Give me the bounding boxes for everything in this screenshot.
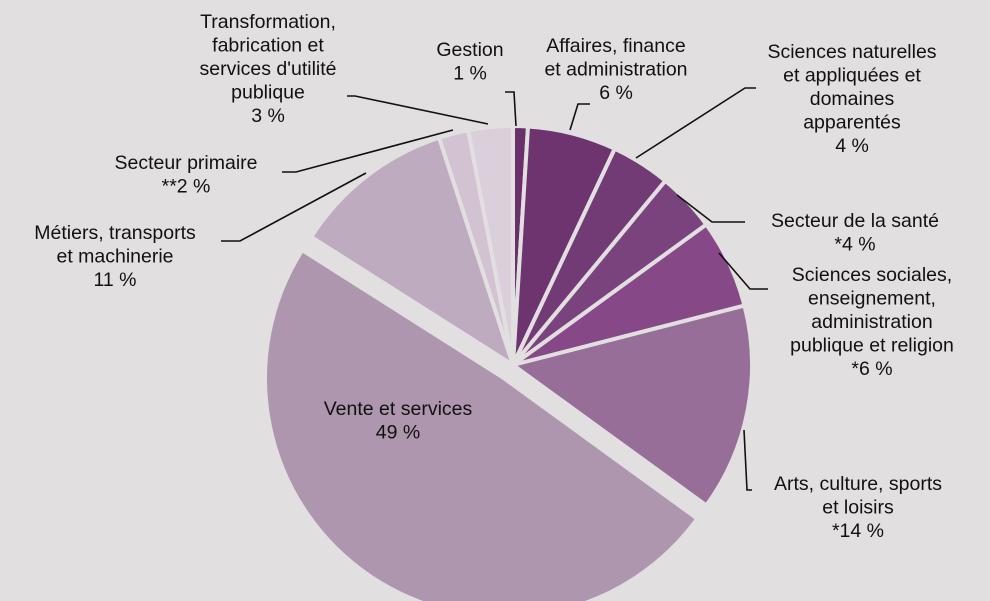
slice-label-line: administration: [811, 311, 932, 333]
slice-label-line: Affaires, finance: [546, 35, 685, 57]
slice-label-1: Affaires, finance et administration 6 %: [544, 35, 687, 104]
slice-label-line: domaines: [810, 88, 895, 110]
slice-label-line: et machinerie: [56, 246, 173, 268]
leader-line-1: [569, 103, 590, 131]
leader-line-5: [743, 429, 752, 491]
pie-slice-9: [465, 123, 515, 366]
slice-label-line: **2 %: [162, 176, 211, 198]
slice-label-line: publique: [231, 82, 305, 104]
slice-label-6: Vente et services 49 %: [324, 398, 473, 444]
pie-slice-5: [508, 303, 754, 509]
slice-label-line: Arts, culture, sports: [774, 473, 942, 495]
pie-slice-6: [263, 247, 701, 601]
leader-line-8: [282, 129, 454, 173]
slice-label-line: Secteur de la santé: [771, 210, 939, 232]
slice-label-3: Secteur de la santé *4 %: [771, 210, 939, 256]
slice-label-line: 6 %: [599, 82, 633, 104]
slice-label-line: Transformation,: [200, 11, 336, 33]
leader-line-2: [635, 87, 756, 159]
slice-label-2: Sciences naturelles et appliquées et domai…: [767, 41, 936, 157]
slice-label-line: *14 %: [832, 520, 884, 542]
slice-label-line: 1 %: [453, 63, 487, 85]
slice-label-line: et administration: [544, 59, 687, 81]
slice-label-line: 49 %: [376, 422, 420, 444]
slice-label-line: Vente et services: [324, 398, 473, 420]
slice-label-8: Secteur primaire **2 %: [114, 152, 257, 198]
slice-label-line: et appliquées et: [783, 65, 921, 87]
slice-label-line: 3 %: [251, 105, 285, 127]
slice-label-line: publique et religion: [790, 335, 954, 357]
leader-line-3: [676, 194, 745, 223]
leader-line-9: [347, 95, 489, 125]
slice-label-line: apparentés: [803, 112, 901, 134]
slice-label-line: Secteur primaire: [114, 152, 257, 174]
slice-label-line: 11 %: [94, 269, 137, 291]
slice-label-line: fabrication et: [212, 35, 324, 57]
slice-label-line: Sciences naturelles: [767, 41, 936, 63]
leader-line-4: [718, 252, 768, 290]
slice-label-line: Métiers, transports: [34, 222, 196, 244]
pie-slice-7: [308, 135, 517, 370]
slice-label-line: Gestion: [436, 39, 503, 61]
slice-label-9: Transformation, fabrication et services d'…: [199, 11, 336, 127]
leader-line-7: [221, 172, 367, 242]
slice-label-4: Sciences sociales, enseignement, administr…: [790, 264, 954, 380]
slice-label-7: Métiers, transports et machinerie 11 %: [34, 222, 196, 291]
slice-label-line: services d'utilité: [199, 58, 336, 80]
slice-label-line: *6 %: [851, 358, 892, 380]
slice-label-5: Arts, culture, sports et loisirs *14 %: [774, 473, 942, 542]
slice-label-line: Sciences sociales,: [792, 264, 952, 286]
slice-label-line: enseignement,: [808, 288, 936, 310]
slice-label-line: *4 %: [834, 234, 875, 256]
leader-line-0: [505, 91, 517, 127]
slice-label-0: Gestion 1 %: [436, 39, 503, 85]
slice-label-line: et loisirs: [822, 497, 894, 519]
slice-label-line: 4 %: [835, 135, 869, 157]
